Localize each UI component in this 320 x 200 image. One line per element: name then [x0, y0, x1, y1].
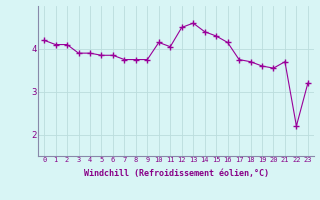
X-axis label: Windchill (Refroidissement éolien,°C): Windchill (Refroidissement éolien,°C) [84, 169, 268, 178]
